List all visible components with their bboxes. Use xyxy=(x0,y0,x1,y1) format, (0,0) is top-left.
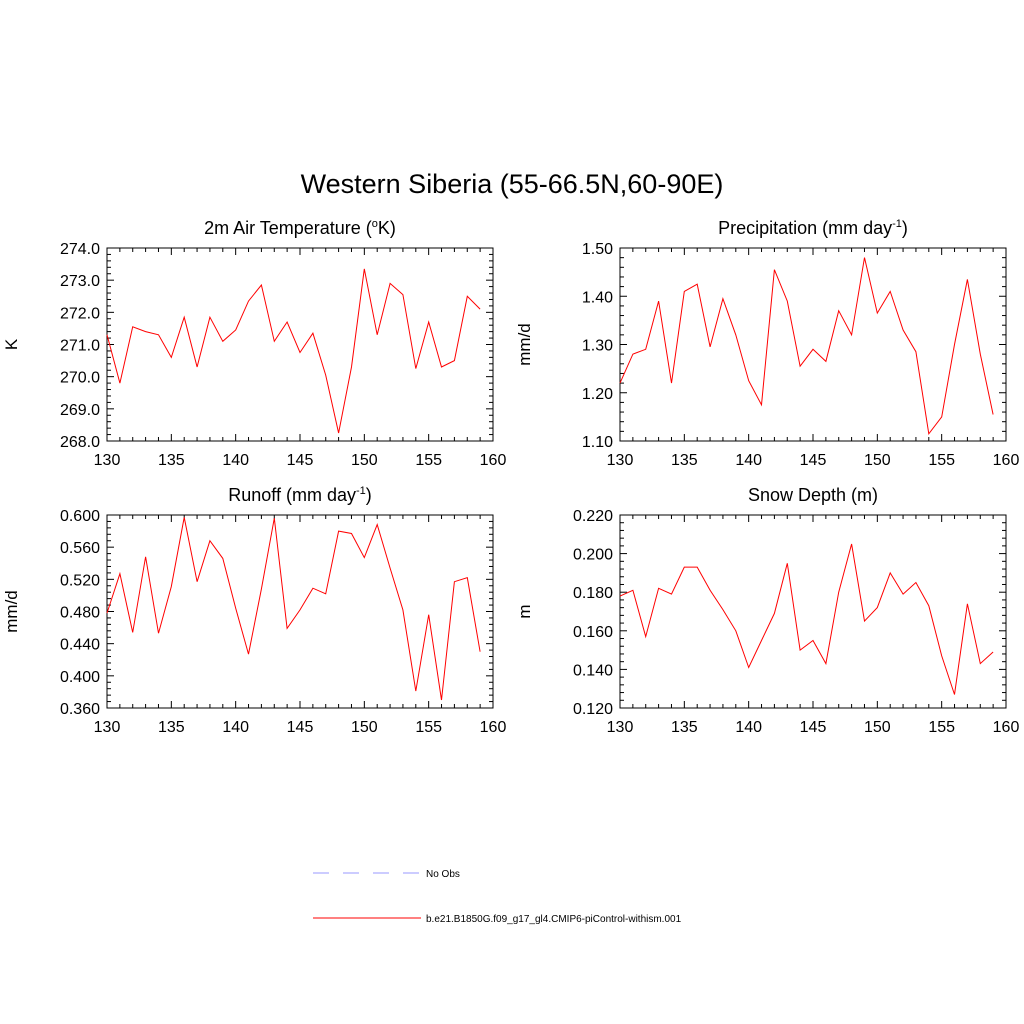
plot-frame xyxy=(619,514,1007,709)
y-tick-label: 0.560 xyxy=(60,540,100,557)
y-tick-label: 0.220 xyxy=(573,508,613,525)
y-tick-label: 270.0 xyxy=(60,370,100,387)
y-tick-label: 268.0 xyxy=(60,434,100,451)
x-tick-label: 155 xyxy=(415,452,442,469)
legend: No Obs b.e21.B1850G.f09_g17_gl4.CMIP6-piC… xyxy=(313,869,682,925)
y-tick-label: 0.180 xyxy=(573,585,613,602)
panel-title: Precipitation (mm day-1) xyxy=(718,218,908,238)
x-tick-label: 135 xyxy=(158,452,185,469)
panel-title-text: Snow Depth (m) xyxy=(748,485,878,505)
panel-title: 2m Air Temperature (oK) xyxy=(204,218,396,238)
x-tick-label: 150 xyxy=(351,719,378,736)
y-tick-label: 269.0 xyxy=(60,402,100,419)
y-tick-label: 0.120 xyxy=(573,701,613,718)
panel-title-tail: K) xyxy=(378,218,396,238)
x-tick-label: 145 xyxy=(287,719,314,736)
x-tick-label: 150 xyxy=(351,452,378,469)
y-tick-label: 0.140 xyxy=(573,662,613,679)
x-tick-label: 130 xyxy=(94,452,121,469)
x-tick-label: 160 xyxy=(993,719,1020,736)
plot-frame xyxy=(619,247,1007,442)
y-tick-label: 0.160 xyxy=(573,624,613,641)
panel-title-text: Runoff (mm day xyxy=(228,485,356,505)
y-tick-label: 0.400 xyxy=(60,669,100,686)
series-line xyxy=(106,268,481,434)
x-tick-label: 140 xyxy=(735,452,762,469)
series-line xyxy=(619,543,994,695)
x-tick-label: 135 xyxy=(671,452,698,469)
x-tick-label: 135 xyxy=(671,719,698,736)
y-tick-label: 1.20 xyxy=(582,386,613,403)
panel-1: 2m Air Temperature (oK) 130 135 140 145 150 15… xyxy=(2,218,506,469)
x-tick-label: 145 xyxy=(800,719,827,736)
y-tick-label: 0.200 xyxy=(573,547,613,564)
figure-title: Western Siberia (55-66.5N,60-90E) xyxy=(301,169,724,199)
panel-title: Runoff (mm day-1) xyxy=(228,485,372,505)
x-tick-label: 155 xyxy=(928,452,955,469)
y-tick-label: 272.0 xyxy=(60,305,100,322)
x-tick-label: 155 xyxy=(415,719,442,736)
x-tick-label: 140 xyxy=(735,719,762,736)
x-tick-label: 140 xyxy=(222,452,249,469)
x-tick-label: 130 xyxy=(607,719,634,736)
x-tick-label: 140 xyxy=(222,719,249,736)
panel-title-superscript: o xyxy=(372,218,378,230)
y-tick-label: 1.40 xyxy=(582,289,613,306)
y-tick-label: 273.0 xyxy=(60,273,100,290)
x-tick-label: 145 xyxy=(287,452,314,469)
y-tick-label: 274.0 xyxy=(60,241,100,258)
x-tick-label: 145 xyxy=(800,452,827,469)
y-axis-label: mm/d xyxy=(515,323,534,366)
y-tick-label: 0.480 xyxy=(60,605,100,622)
x-tick-label: 130 xyxy=(607,452,634,469)
panel-4: Snow Depth (m) 130 135 140 145 150 155 160 0.120… xyxy=(515,485,1019,736)
legend-label: b.e21.B1850G.f09_g17_gl4.CMIP6-piControl… xyxy=(426,914,682,925)
panel-title-superscript: -1 xyxy=(892,218,902,230)
y-tick-label: 0.600 xyxy=(60,508,100,525)
series-line xyxy=(106,517,481,701)
panel-title-tail: ) xyxy=(366,485,372,505)
x-tick-label: 135 xyxy=(158,719,185,736)
series-line xyxy=(619,257,994,436)
y-tick-label: 271.0 xyxy=(60,338,100,355)
y-axis-label: m xyxy=(515,604,534,618)
panel-title-text: Precipitation (mm day xyxy=(718,218,892,238)
panel-title-text: 2m Air Temperature ( xyxy=(204,218,372,238)
y-tick-label: 1.50 xyxy=(582,241,613,258)
x-tick-label: 130 xyxy=(94,719,121,736)
x-tick-label: 160 xyxy=(480,719,507,736)
y-axis-label: mm/d xyxy=(2,590,21,633)
panel-3: Runoff (mm day-1) 130 135 140 145 150 155 160 0.… xyxy=(2,485,506,736)
y-tick-label: 0.360 xyxy=(60,701,100,718)
panels: 2m Air Temperature (oK)130 135 140 145 150 15… xyxy=(2,218,1019,736)
x-tick-label: 160 xyxy=(480,452,507,469)
y-tick-label: 0.440 xyxy=(60,637,100,654)
panel-title: Snow Depth (m) xyxy=(748,485,878,505)
panel-title-superscript: -1 xyxy=(356,485,366,497)
y-tick-label: 1.30 xyxy=(582,338,613,355)
y-tick-label: 1.10 xyxy=(582,434,613,451)
y-axis-label: K xyxy=(2,338,21,350)
x-tick-label: 160 xyxy=(993,452,1020,469)
x-tick-label: 155 xyxy=(928,719,955,736)
legend-label: No Obs xyxy=(426,869,460,880)
y-tick-label: 0.520 xyxy=(60,572,100,589)
x-tick-label: 150 xyxy=(864,452,891,469)
panel-2: Precipitation (mm day-1) 130 135 140 145 150 1… xyxy=(515,218,1019,469)
panel-title-tail: ) xyxy=(902,218,908,238)
x-tick-label: 150 xyxy=(864,719,891,736)
